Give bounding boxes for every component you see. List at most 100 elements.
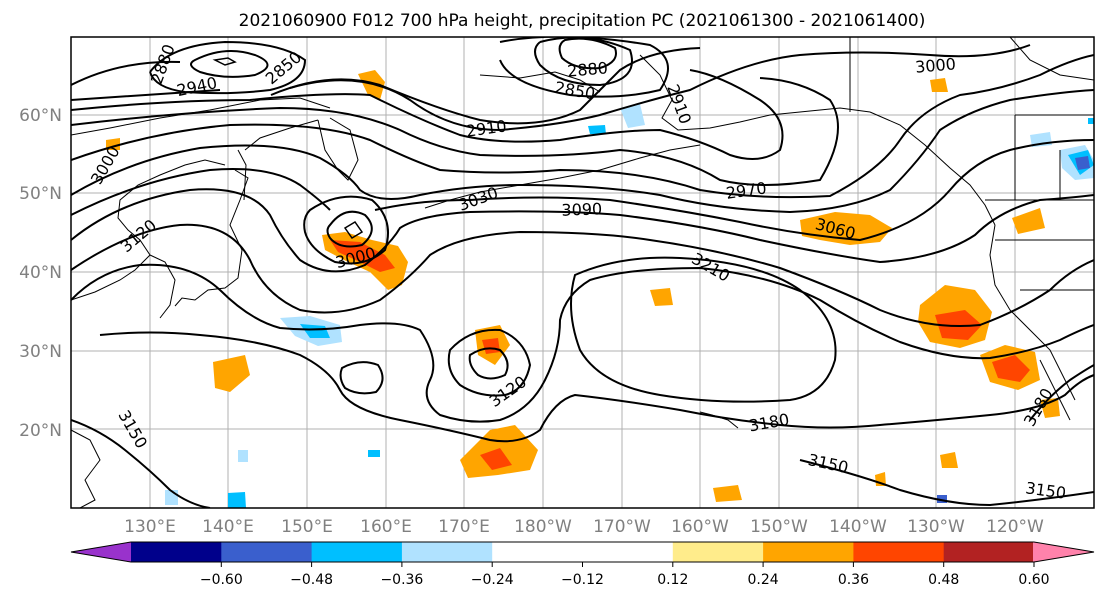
precip-patch: [940, 452, 958, 468]
coastline-aleutians: [424, 144, 701, 209]
colorbar-tick-label: −0.36: [380, 572, 423, 588]
longitude-labels: 130°E 140°E 150°E 160°E 170°E 180°W 170°…: [124, 517, 1044, 537]
contour-line: [71, 69, 784, 160]
colorbar-tick-label: 0.36: [838, 572, 869, 588]
contour-label: 3090: [561, 199, 602, 219]
contour-line: [343, 220, 364, 240]
lon-label: 130°W: [907, 517, 965, 537]
precip-patch: [482, 338, 500, 354]
contour-line: [71, 77, 839, 186]
colorbar-tick-label: 0.60: [1018, 572, 1049, 588]
precip-patch-negative: [588, 125, 606, 134]
precip-patch: [330, 240, 395, 272]
contour-line: [71, 419, 1094, 508]
precip-patch: [1012, 208, 1045, 234]
contour-line: [99, 331, 1094, 443]
colorbar-segment: [763, 542, 854, 562]
lon-label: 150°W: [750, 517, 808, 537]
border-us-states: [995, 114, 1094, 291]
contour-line: [1029, 364, 1094, 421]
coastline-siberia: [71, 97, 331, 136]
coastline-china-south: [71, 429, 101, 508]
coastline-sakhalin: [237, 149, 247, 201]
precip-patch-negative: [1088, 118, 1094, 124]
lon-label: 150°E: [281, 517, 333, 537]
contour-line: [339, 361, 384, 395]
precip-patch: [930, 78, 948, 92]
coastline-alaska-west: [639, 54, 871, 131]
contour-label: 3000: [914, 54, 956, 76]
precip-patch: [992, 355, 1030, 382]
contour-line: [570, 256, 837, 403]
precip-patch: [650, 288, 673, 306]
lon-label: 170°W: [593, 517, 651, 537]
colorbar-segment: [311, 542, 403, 562]
latitude-labels: 60°N 50°N 40°N 30°N 20°N: [19, 106, 62, 441]
lon-label: 160°W: [671, 517, 729, 537]
lon-label: 180°W: [514, 517, 572, 537]
precip-patch-negative: [620, 104, 645, 128]
contour-line: [499, 37, 669, 98]
colorbar-segment: [853, 542, 945, 562]
colorbar-outline: [70, 541, 1095, 563]
colorbar-tick-label: −0.60: [200, 572, 243, 588]
height-contours: [71, 37, 1094, 508]
colorbar-segment: [943, 542, 1035, 562]
map-border: [70, 36, 1095, 509]
colorbar-extend-high: [1033, 542, 1094, 562]
coastline-kamchatka: [317, 117, 359, 181]
contour-line: [71, 263, 1094, 423]
lon-label: 130°E: [124, 517, 176, 537]
precip-patch-negative: [238, 450, 248, 462]
contour-line: [190, 50, 269, 78]
precip-patch: [480, 448, 512, 470]
contour-line: [303, 195, 389, 265]
precip-patch: [713, 485, 742, 502]
precip-patch: [358, 70, 385, 100]
colorbar-segment: [131, 542, 222, 562]
contour-line: [558, 37, 617, 70]
colorbar-extend-low: [71, 542, 132, 562]
map-panel: 2880 2850 2940 2910 2880 2850 2910 3000 …: [70, 36, 1095, 509]
colorbar-tick-label: −0.24: [471, 572, 514, 588]
contour-line: [71, 223, 1094, 327]
contour-line: [326, 210, 373, 248]
lat-label: 30°N: [19, 342, 62, 362]
precip-patch: [213, 355, 250, 392]
contour-line: [534, 37, 633, 87]
coastline-us-west: [989, 224, 1076, 401]
lon-label: 170°E: [438, 517, 490, 537]
colorbar-segment: [672, 542, 764, 562]
coastline-korea: [149, 254, 176, 319]
lat-label: 50°N: [19, 184, 62, 204]
coastline-okhotsk: [244, 119, 319, 151]
colorbar-segment: [582, 542, 674, 562]
coastline-baja: [1039, 359, 1071, 421]
lat-label: 60°N: [19, 106, 62, 126]
contour-line: [71, 139, 1094, 242]
colorbar: −0.60 −0.48 −0.36 −0.24 −0.12 0.12 0.24 0.36 0.4…: [70, 541, 1095, 588]
contour-line: [447, 328, 532, 397]
colorbar-tick-label: −0.48: [290, 572, 333, 588]
contour-line: [71, 54, 1094, 199]
precip-patch-negative: [228, 492, 246, 508]
colorbar-tick-label: 0.12: [657, 572, 688, 588]
precip-patch-negative: [1075, 156, 1090, 170]
precip-patch-negative: [300, 324, 330, 338]
lon-label: 140°W: [829, 517, 887, 537]
contour-label: 2880: [566, 58, 608, 80]
colorbar-segment: [492, 542, 584, 562]
colorbar-segment: [221, 542, 313, 562]
colorbar-segment: [401, 542, 493, 562]
coastline-bc: [869, 111, 996, 226]
colorbar-tick-label: −0.12: [561, 572, 604, 588]
map-title: 2021060900 F012 700 hPa height, precipit…: [239, 11, 926, 31]
coastline-china: [71, 159, 226, 301]
colorbar-tick-label: 0.24: [748, 572, 779, 588]
precip-patch-negative: [368, 450, 380, 457]
contour-line: [212, 57, 237, 66]
coastline-japan: [174, 169, 249, 307]
lat-label: 40°N: [19, 263, 62, 283]
lon-label: 160°E: [360, 517, 412, 537]
lat-label: 20°N: [19, 421, 62, 441]
